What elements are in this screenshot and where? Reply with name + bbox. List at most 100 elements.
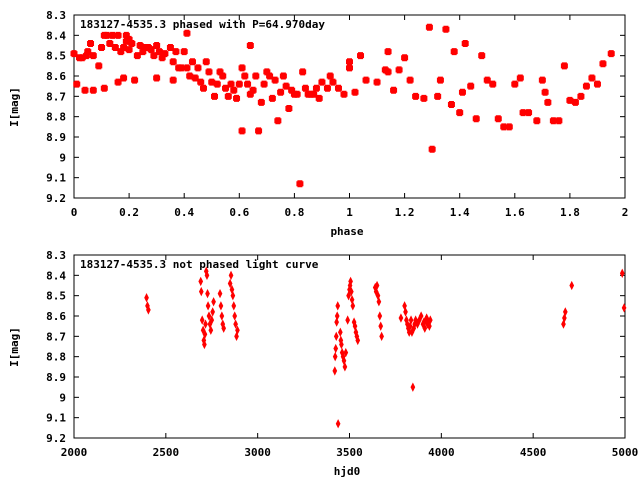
x-tick-label: 3000 [244, 446, 271, 459]
data-point [384, 48, 392, 56]
data-point [299, 68, 307, 76]
data-point [188, 58, 196, 66]
data-point [131, 76, 139, 84]
data-point [209, 315, 215, 325]
y-tick-label: 8.9 [46, 131, 66, 144]
data-point [233, 94, 241, 102]
data-point [133, 52, 141, 60]
y-tick-label: 9.2 [46, 432, 66, 445]
data-point [277, 88, 285, 96]
data-point [146, 305, 151, 315]
data-point [516, 74, 524, 82]
x-tick-label: 2 [622, 206, 629, 219]
data-point [342, 362, 348, 372]
data-point [246, 42, 254, 49]
data-point [494, 115, 502, 123]
data-point [560, 62, 568, 70]
data-point [395, 66, 403, 74]
data-point [335, 301, 341, 311]
data-point [406, 76, 414, 84]
data-point [376, 297, 382, 307]
data-point [401, 54, 409, 62]
data-point [197, 78, 205, 86]
data-point [89, 52, 97, 60]
x-tick-label: 1.2 [395, 206, 415, 219]
data-point [208, 325, 214, 335]
data-point [221, 323, 227, 333]
data-point [235, 80, 243, 88]
data-point [198, 286, 204, 297]
data-point [447, 100, 455, 108]
data-point [73, 80, 81, 88]
data-point [593, 80, 601, 88]
data-point [333, 331, 339, 342]
data-point [204, 270, 210, 281]
data-point [161, 50, 169, 58]
data-point [562, 313, 567, 323]
data-point [403, 307, 408, 317]
data-point [100, 84, 108, 92]
data-point [619, 268, 625, 278]
x-tick-label: 0.4 [174, 206, 194, 219]
data-point [418, 311, 424, 321]
data-point [95, 62, 103, 70]
data-point [436, 76, 444, 84]
data-point [106, 39, 114, 47]
data-point [268, 94, 276, 102]
data-point [357, 52, 365, 60]
data-point [169, 58, 177, 66]
data-point [81, 86, 89, 94]
data-point [199, 84, 207, 92]
chart-title: 183127-4535.3 not phased light curve [80, 258, 319, 271]
data-point [410, 382, 416, 392]
data-point [425, 23, 433, 31]
data-point [202, 339, 207, 350]
data-point [408, 315, 414, 325]
data-point [222, 84, 230, 92]
data-point [255, 127, 263, 135]
data-point [362, 76, 370, 84]
data-point [343, 347, 349, 358]
data-point [332, 366, 338, 376]
data-point [390, 86, 398, 94]
data-point [194, 64, 202, 72]
x-tick-label: 5000 [612, 446, 639, 459]
x-tick-label: 1.6 [505, 206, 525, 219]
data-point [89, 86, 97, 94]
data-point [186, 72, 194, 80]
data-point [346, 64, 353, 72]
data-point [202, 58, 210, 66]
x-tick-label: 1 [346, 206, 353, 219]
y-tick-label: 8.7 [46, 330, 66, 343]
x-tick-label: 0 [71, 206, 78, 219]
data-point [346, 58, 353, 66]
y-tick-label: 8.8 [46, 351, 66, 364]
data-point [505, 123, 513, 131]
data-point [211, 92, 219, 100]
data-point [233, 319, 238, 329]
data-point [238, 127, 246, 135]
x-tick-label: 4500 [520, 446, 547, 459]
data-point [274, 117, 282, 125]
data-point [337, 327, 343, 337]
data-point [412, 92, 420, 100]
data-point [202, 329, 208, 339]
data-point [326, 72, 334, 80]
y-tick-label: 8.6 [46, 70, 66, 83]
data-point [334, 311, 340, 321]
y-tick-label: 8.5 [46, 290, 66, 303]
data-point [335, 419, 341, 429]
y-tick-label: 9.2 [46, 192, 66, 205]
data-point [293, 90, 301, 98]
data-point [569, 280, 575, 291]
chart-title: 183127-4535.3 phased with P=64.970day [80, 18, 325, 31]
y-tick-label: 9 [59, 391, 66, 404]
data-point [218, 301, 224, 311]
data-point [117, 48, 125, 56]
data-point [231, 301, 237, 311]
data-point [312, 84, 320, 92]
x-tick-label: 2000 [61, 446, 88, 459]
data-point [166, 44, 174, 52]
data-point [244, 80, 252, 88]
